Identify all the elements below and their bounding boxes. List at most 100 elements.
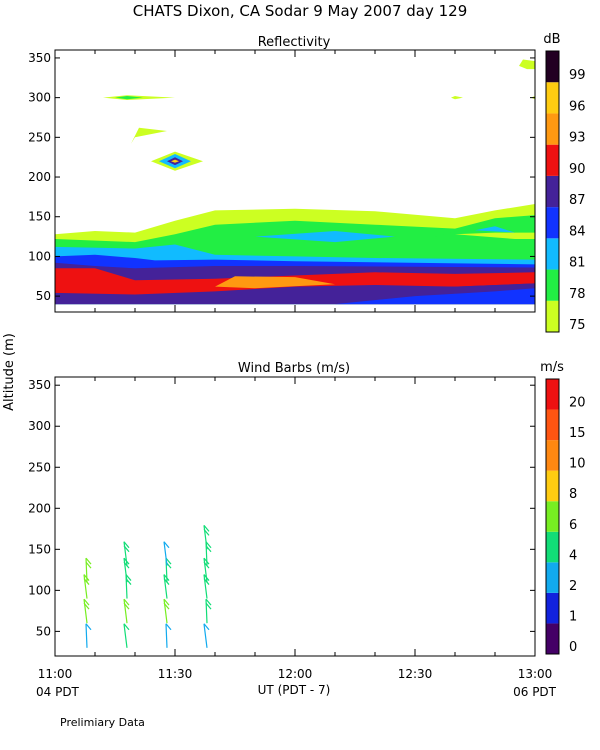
wind-barb-shaft <box>85 623 88 648</box>
reflectivity-y-tick-label: 150 <box>28 210 51 224</box>
wind-barb <box>205 598 212 624</box>
reflectivity-y-tick-label: 300 <box>28 91 51 105</box>
wind-barb-flag <box>165 623 172 631</box>
wind-barbs-panel: Wind Barbs (m/s) 5010015020025030035011:… <box>28 360 585 681</box>
reflectivity-colorbar-segment <box>546 207 559 239</box>
wind-barb-flag <box>123 602 130 610</box>
reflectivity-colorbar-segment <box>546 144 559 176</box>
wind-barb-shaft <box>123 623 128 648</box>
wind-barbs-colorbar-segment <box>546 409 559 441</box>
wind-barb-flag <box>123 541 130 549</box>
wind-barb <box>203 524 210 550</box>
wind-barbs-colorbar: 0 1 2 4 6 8 10 15 20 <box>545 378 586 655</box>
wind-barbs-colorbar-title: m/s <box>540 360 564 375</box>
reflectivity-contour-75 <box>451 96 463 100</box>
wind-barb-shaft <box>203 623 208 648</box>
x-tick-label: 11:30 <box>158 667 193 681</box>
wind-barbs-colorbar-tick-label: 4 <box>569 548 577 563</box>
reflectivity-colorbar-segment <box>546 175 559 208</box>
reflectivity-colorbar-tick-label: 99 <box>569 68 586 83</box>
wind-barbs-y-tick-label: 150 <box>28 542 51 556</box>
reflectivity-contour-93 <box>215 276 335 289</box>
wind-barbs-colorbar-segment <box>546 470 559 502</box>
wind-barb <box>163 541 170 566</box>
wind-barbs-colorbar-tick-label: 2 <box>569 579 577 594</box>
wind-barb-flag <box>123 545 130 553</box>
footer-note: Prelimiary Data <box>60 716 145 729</box>
reflectivity-colorbar-title: dB <box>543 32 560 47</box>
wind-barb-flag <box>203 528 210 536</box>
reflectivity-colorbar-tick-label: 78 <box>569 287 586 302</box>
reflectivity-colorbar-segment <box>546 300 559 332</box>
wind-barb-shaft <box>163 541 168 566</box>
x-axis-label: UT (PDT - 7) <box>258 683 331 697</box>
wind-barbs-colorbar-tick-label: 20 <box>569 396 586 411</box>
wind-barbs-colorbar-frame <box>545 378 560 655</box>
wind-barb <box>123 541 130 566</box>
start-local-label: 04 PDT <box>36 685 80 699</box>
reflectivity-colorbar-tick-label: 93 <box>569 131 586 146</box>
wind-barb-shaft <box>165 623 168 648</box>
wind-barbs-colorbar-tick-label: 0 <box>569 640 577 655</box>
wind-barb-flag <box>165 557 172 565</box>
reflectivity-colorbar-segment <box>546 113 559 145</box>
x-tick-label: 12:00 <box>278 667 313 681</box>
wind-barb-flag <box>83 602 90 610</box>
reflectivity-colorbar-tick-label: 84 <box>569 224 586 239</box>
x-tick-label: 12:30 <box>398 667 433 681</box>
reflectivity-contour-78 <box>115 96 143 100</box>
wind-barbs-y-tick-label: 100 <box>28 583 51 597</box>
wind-barb <box>165 623 172 648</box>
wind-barb <box>83 598 90 624</box>
end-local-label: 06 PDT <box>513 685 557 699</box>
reflectivity-contour-81 <box>475 226 515 233</box>
wind-barb-shaft <box>205 599 208 624</box>
wind-barb-flag <box>205 541 212 549</box>
wind-barb-flag <box>163 602 170 610</box>
wind-barbs-y-tick-label: 300 <box>28 419 51 433</box>
wind-barb-flag <box>85 557 92 565</box>
wind-barbs-colorbar-tick-label: 8 <box>569 487 577 502</box>
reflectivity-colorbar-tick-label: 96 <box>569 99 586 114</box>
wind-barb-flag <box>85 623 92 631</box>
wind-barb-flag <box>203 623 210 631</box>
wind-barb-flag <box>85 561 92 569</box>
reflectivity-contour-75 <box>131 127 167 144</box>
reflectivity-contour-96 <box>171 159 179 163</box>
reflectivity-contour-81 <box>255 231 395 243</box>
reflectivity-colorbar-segment <box>546 269 559 301</box>
wind-barbs-plot <box>83 524 212 648</box>
reflectivity-y-tick-label: 350 <box>28 51 51 65</box>
wind-barb-flag <box>205 598 212 606</box>
reflectivity-contour-75 <box>519 59 535 70</box>
wind-barb-flag <box>203 524 210 532</box>
reflectivity-axes: 50 100 150 200 250 300 350 <box>28 50 536 312</box>
wind-barbs-colorbar-tick-label: 15 <box>569 426 586 441</box>
wind-barb <box>85 623 92 648</box>
reflectivity-heatmap <box>55 50 535 312</box>
wind-barbs-colorbar-segment <box>546 531 559 563</box>
reflectivity-y-tick-label: 50 <box>36 289 51 303</box>
wind-barbs-colorbar-tick-label: 10 <box>569 457 586 472</box>
reflectivity-colorbar-tick-label: 90 <box>569 162 586 177</box>
reflectivity-colorbar-segment <box>546 82 559 114</box>
x-tick-label: 13:00 <box>518 667 553 681</box>
y-axis-label: Altitude (m) <box>2 333 17 411</box>
wind-barbs-colorbar-segment <box>546 501 559 532</box>
wind-barbs-colorbar-segment <box>546 623 559 654</box>
wind-barbs-colorbar-segment <box>546 562 559 593</box>
wind-barb-flag <box>205 602 212 610</box>
reflectivity-contour-75 <box>455 232 535 239</box>
reflectivity-title: Reflectivity <box>258 35 331 50</box>
reflectivity-colorbar-tick-label: 87 <box>569 193 586 208</box>
reflectivity-y-tick-label: 250 <box>28 130 51 144</box>
x-tick-label: 11:00 <box>38 667 73 681</box>
wind-barbs-y-tick-label: 50 <box>36 624 51 638</box>
wind-barbs-colorbar-segment <box>546 379 559 410</box>
wind-barb <box>123 623 130 648</box>
wind-barb <box>85 557 92 583</box>
wind-barb-flag <box>125 574 132 581</box>
wind-barb-flag <box>163 541 170 549</box>
